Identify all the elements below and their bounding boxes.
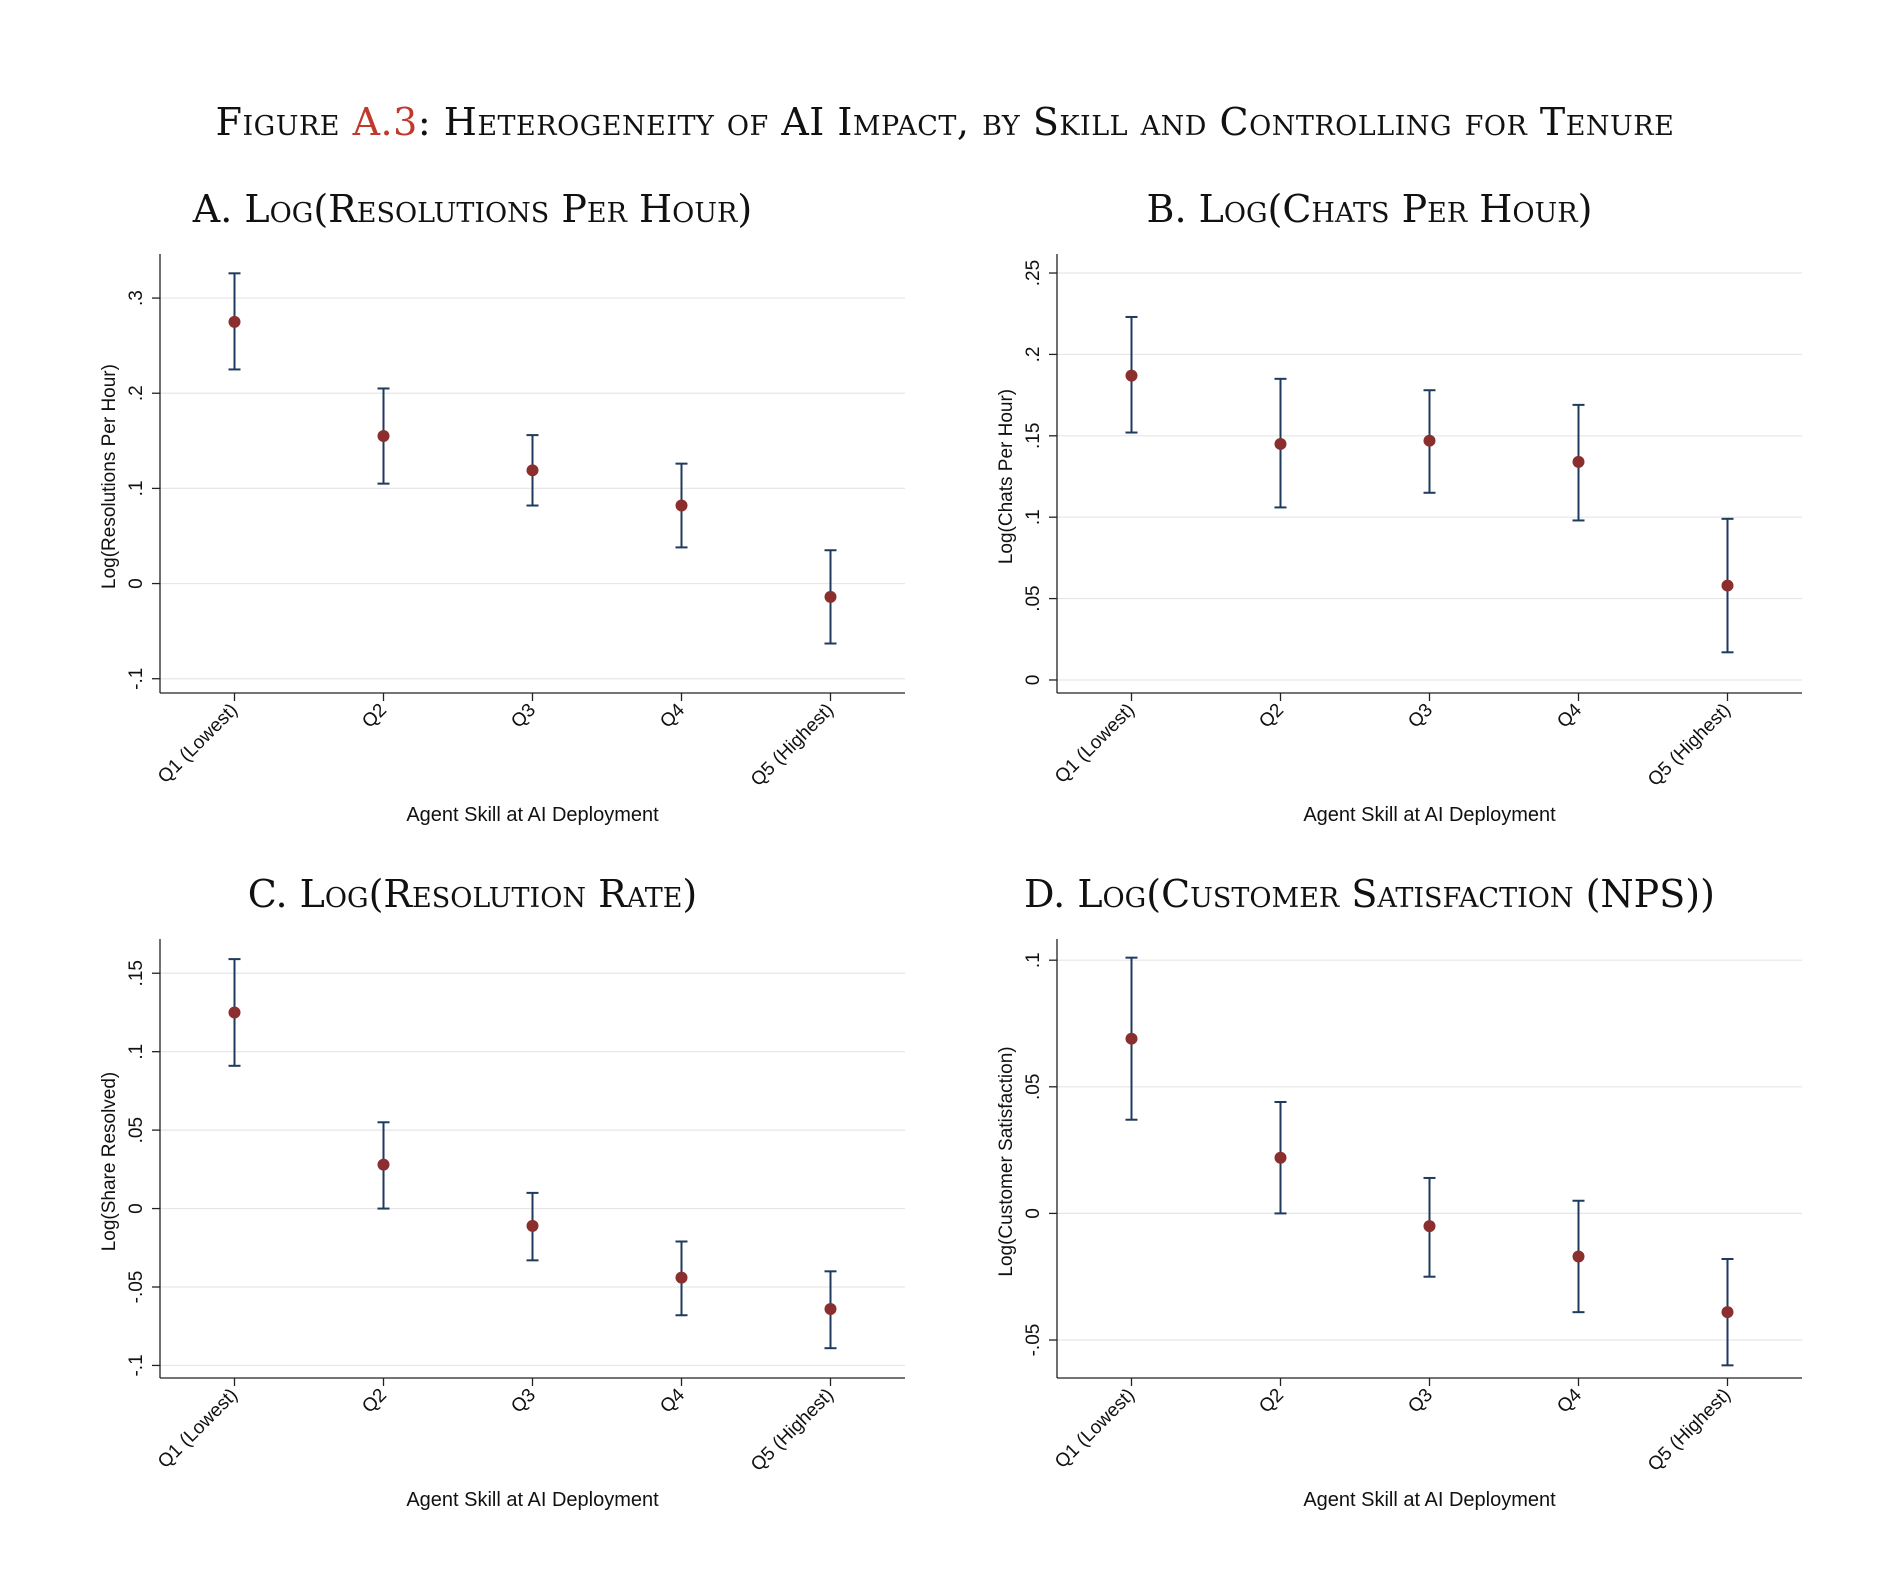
data-point [377, 1158, 390, 1171]
figure-title-text: : Heterogeneity of AI Impact, by Skill a… [417, 100, 1675, 144]
y-axis-title: Log(Resolutions Per Hour) [99, 364, 120, 589]
x-tick-label: Q4 [1553, 1384, 1586, 1417]
panel-a: A. Log(Resolutions Per Hour) -.1 0 .1 .2 .3 Q… [0, 170, 945, 870]
x-tick-label: Q3 [507, 700, 540, 733]
data-point [228, 1006, 241, 1019]
y-tick-label: 0 [1023, 1208, 1044, 1219]
panel-title: D. Log(Customer Satisfaction (NPS)) [1024, 872, 1715, 916]
x-tick-label: Q5 (Highest) [1644, 700, 1735, 791]
y-tick-label: -.1 [126, 668, 147, 690]
chart-a: -.1 0 .1 .2 .3 Q1 (Lowest) Q2 Q3 Q4 Q5 (Highest) L… [99, 254, 905, 826]
y-tick-label: -.1 [126, 1354, 147, 1376]
x-tick-label: Q5 (Highest) [1644, 1385, 1735, 1476]
figure-ref-link[interactable]: A.3 [352, 100, 418, 144]
y-tick-label: .05 [1023, 585, 1044, 611]
y-tick-label: -.05 [126, 1271, 147, 1304]
panel-title: C. Log(Resolution Rate) [247, 872, 698, 916]
x-tick-label: Q4 [656, 1384, 689, 1417]
data-point [1423, 434, 1436, 447]
panel-d: D. Log(Customer Satisfaction (NPS)) -.05… [897, 855, 1842, 1555]
data-point [526, 464, 539, 477]
y-tick-label: .3 [126, 290, 147, 306]
panel-b: B. Log(Chats Per Hour) 0 .05 .1 .15 .2 .25 Q1 … [897, 170, 1842, 870]
chart-d: -.05 0 .05 .1 Q1 (Lowest) Q2 Q3 Q4 Q5 (Highest) L… [996, 939, 1802, 1511]
x-tick-label: Q2 [358, 1385, 391, 1418]
y-tick-label: .05 [126, 1117, 147, 1143]
data-point [228, 315, 241, 328]
y-tick-label: .2 [1023, 346, 1044, 362]
y-tick-label: .1 [1023, 509, 1044, 525]
y-tick-label: .15 [1023, 423, 1044, 449]
y-tick-label: .05 [1023, 1074, 1044, 1100]
y-tick-label: 0 [126, 1203, 147, 1214]
data-point [824, 1302, 837, 1315]
figure-title: Figure A.3: Heterogeneity of AI Impact, … [0, 100, 1890, 144]
x-tick-label: Q2 [1255, 700, 1288, 733]
data-point [1721, 579, 1734, 592]
data-point [1423, 1220, 1436, 1233]
x-tick-label: Q3 [1404, 700, 1437, 733]
y-tick-label: 0 [126, 578, 147, 589]
data-point [824, 590, 837, 603]
panel-title: A. Log(Resolutions Per Hour) [192, 187, 753, 231]
x-tick-label: Q4 [656, 699, 689, 732]
data-point [1125, 369, 1138, 382]
y-axis-title: Log(Share Resolved) [99, 1072, 120, 1252]
panel-c: C. Log(Resolution Rate) -.1 -.05 0 .05 .1 .15… [0, 855, 945, 1555]
x-tick-label: Q3 [507, 1385, 540, 1418]
data-point [1721, 1306, 1734, 1319]
y-tick-label: .1 [126, 480, 147, 496]
y-tick-label: .1 [126, 1044, 147, 1060]
data-point [377, 430, 390, 443]
chart-c: -.1 -.05 0 .05 .1 .15 Q1 (Lowest) Q2 Q3 Q4 Q5 (Hig… [99, 939, 905, 1511]
data-point [675, 1271, 688, 1284]
figure-prefix: Figure [215, 100, 353, 144]
chart-b: 0 .05 .1 .15 .2 .25 Q1 (Lowest) Q2 Q3 Q4 Q5 (Highe… [996, 254, 1802, 826]
y-tick-label: 0 [1023, 675, 1044, 686]
x-tick-label: Q5 (Highest) [747, 1385, 838, 1476]
x-axis-title: Agent Skill at AI Deployment [406, 804, 659, 826]
x-tick-label: Q1 (Lowest) [154, 700, 242, 788]
panel-title: B. Log(Chats Per Hour) [1146, 187, 1593, 231]
x-tick-label: Q2 [358, 700, 391, 733]
x-tick-label: Q4 [1553, 699, 1586, 732]
y-tick-label: .15 [126, 960, 147, 986]
y-tick-label: -.05 [1023, 1324, 1044, 1357]
y-tick-label: .2 [126, 385, 147, 401]
x-tick-label: Q3 [1404, 1385, 1437, 1418]
x-tick-label: Q1 (Lowest) [1051, 1385, 1139, 1473]
y-axis-title: Log(Chats Per Hour) [996, 389, 1017, 564]
x-tick-label: Q2 [1255, 1385, 1288, 1418]
data-point [1572, 1250, 1585, 1263]
data-point [1125, 1032, 1138, 1045]
data-point [526, 1219, 539, 1232]
x-tick-label: Q1 (Lowest) [1051, 700, 1139, 788]
y-tick-label: .25 [1023, 260, 1044, 286]
data-point [675, 499, 688, 512]
x-axis-title: Agent Skill at AI Deployment [406, 1489, 659, 1511]
y-tick-label: .1 [1023, 952, 1044, 968]
x-axis-title: Agent Skill at AI Deployment [1303, 804, 1556, 826]
data-point [1274, 1151, 1287, 1164]
data-point [1572, 455, 1585, 468]
x-tick-label: Q1 (Lowest) [154, 1385, 242, 1473]
data-point [1274, 437, 1287, 450]
x-tick-label: Q5 (Highest) [747, 700, 838, 791]
x-axis-title: Agent Skill at AI Deployment [1303, 1489, 1556, 1511]
y-axis-title: Log(Customer Satisfaction) [996, 1046, 1017, 1276]
